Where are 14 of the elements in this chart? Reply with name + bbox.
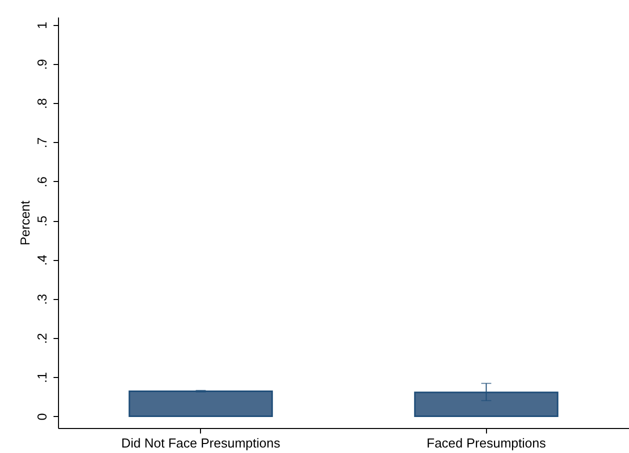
y-tick-label: .2	[34, 333, 50, 344]
y-axis-title: Percent	[18, 200, 32, 246]
y-tick-label: .9	[34, 59, 50, 70]
y-tick-label: 1	[34, 22, 50, 29]
y-tick-label: .6	[34, 176, 50, 188]
y-tick-label: .8	[34, 98, 50, 110]
y-tick-label: .4	[34, 254, 50, 266]
x-tick-label: Did Not Face Presumptions	[121, 436, 281, 450]
y-tick-label: .5	[34, 216, 50, 226]
x-tick-label: Faced Presumptions	[426, 436, 546, 450]
y-tick-label: .3	[34, 294, 50, 305]
y-tick-label: .1	[34, 372, 50, 384]
y-tick-label: .7	[34, 137, 50, 148]
y-tick-label: 0	[34, 413, 50, 420]
